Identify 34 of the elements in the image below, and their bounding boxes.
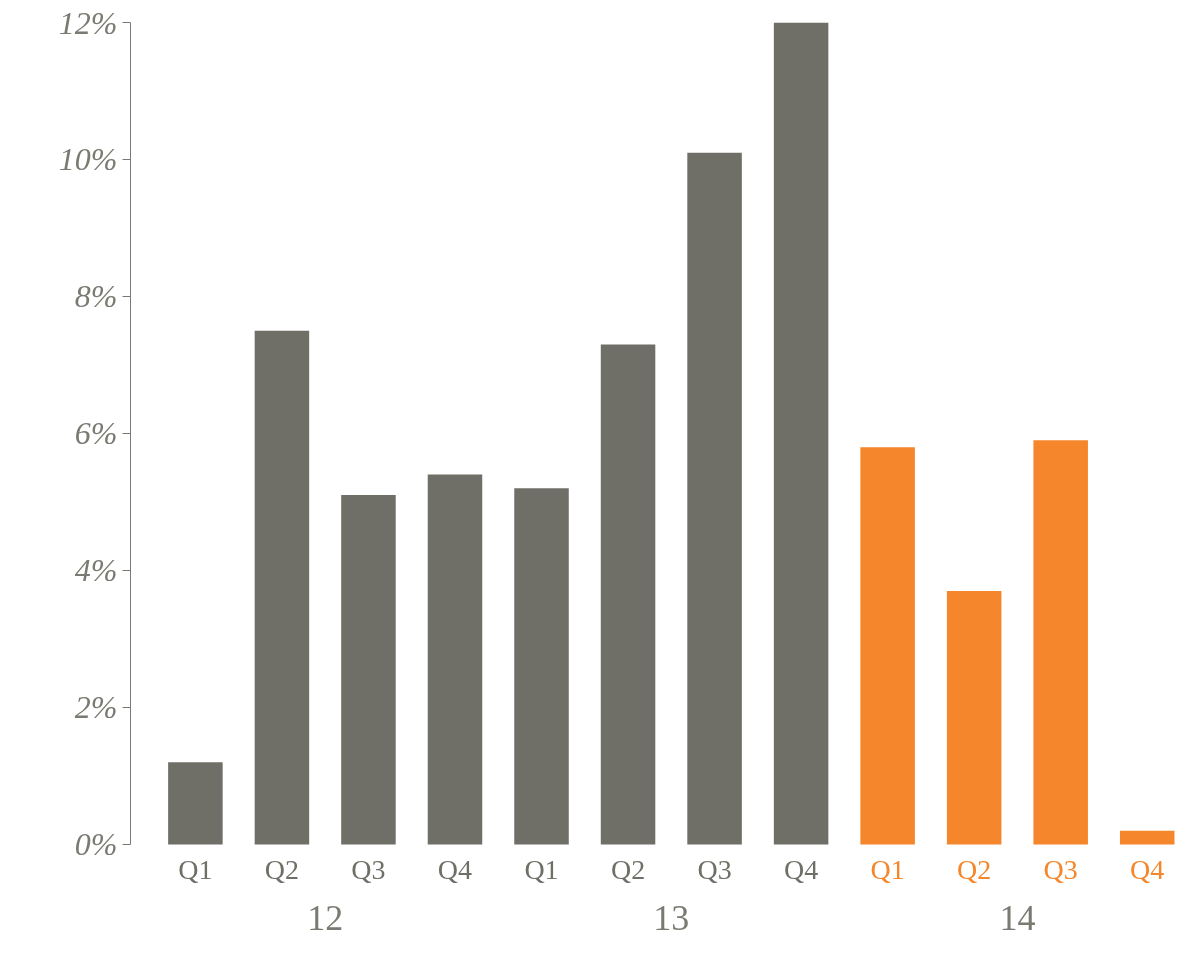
y-tick-label: 12%: [58, 4, 118, 41]
text: 13: [653, 898, 690, 939]
text: 12: [307, 898, 344, 939]
x-tick-label: Q4: [1130, 854, 1165, 886]
x-tick-label: Q1: [524, 854, 559, 886]
x-tick-label: Q3: [1043, 854, 1078, 886]
bar: [860, 447, 915, 845]
bar: [773, 22, 829, 845]
y-tick-label: 6%: [74, 415, 118, 452]
x-tick-label: Q3: [697, 854, 732, 886]
bar: [514, 488, 569, 845]
x-tick-label: Q1: [870, 854, 905, 886]
bar: [1119, 830, 1175, 845]
y-tick-label: 4%: [74, 552, 118, 589]
y-tick-label: 8%: [74, 278, 118, 315]
y-tick-label: 10%: [58, 141, 118, 178]
x-tick-label: Q2: [957, 854, 992, 886]
x-tick-label: Q2: [610, 854, 646, 886]
bar: [600, 344, 656, 845]
bar: [687, 152, 742, 845]
bar: [168, 762, 223, 845]
x-tick-label: Q1: [178, 854, 213, 886]
bar: [254, 330, 310, 845]
bar: [341, 495, 396, 845]
bar: [1033, 440, 1088, 845]
x-tick-label: Q2: [264, 854, 300, 886]
x-tick-label: Q4: [437, 854, 473, 886]
bar: [946, 590, 1002, 845]
bar: [427, 474, 483, 845]
x-tick-label: Q3: [351, 854, 386, 886]
y-tick-label: 2%: [74, 689, 118, 726]
x-tick-label: Q4: [783, 854, 819, 886]
text: 14: [999, 898, 1036, 939]
y-tick-label: 0%: [74, 826, 118, 863]
